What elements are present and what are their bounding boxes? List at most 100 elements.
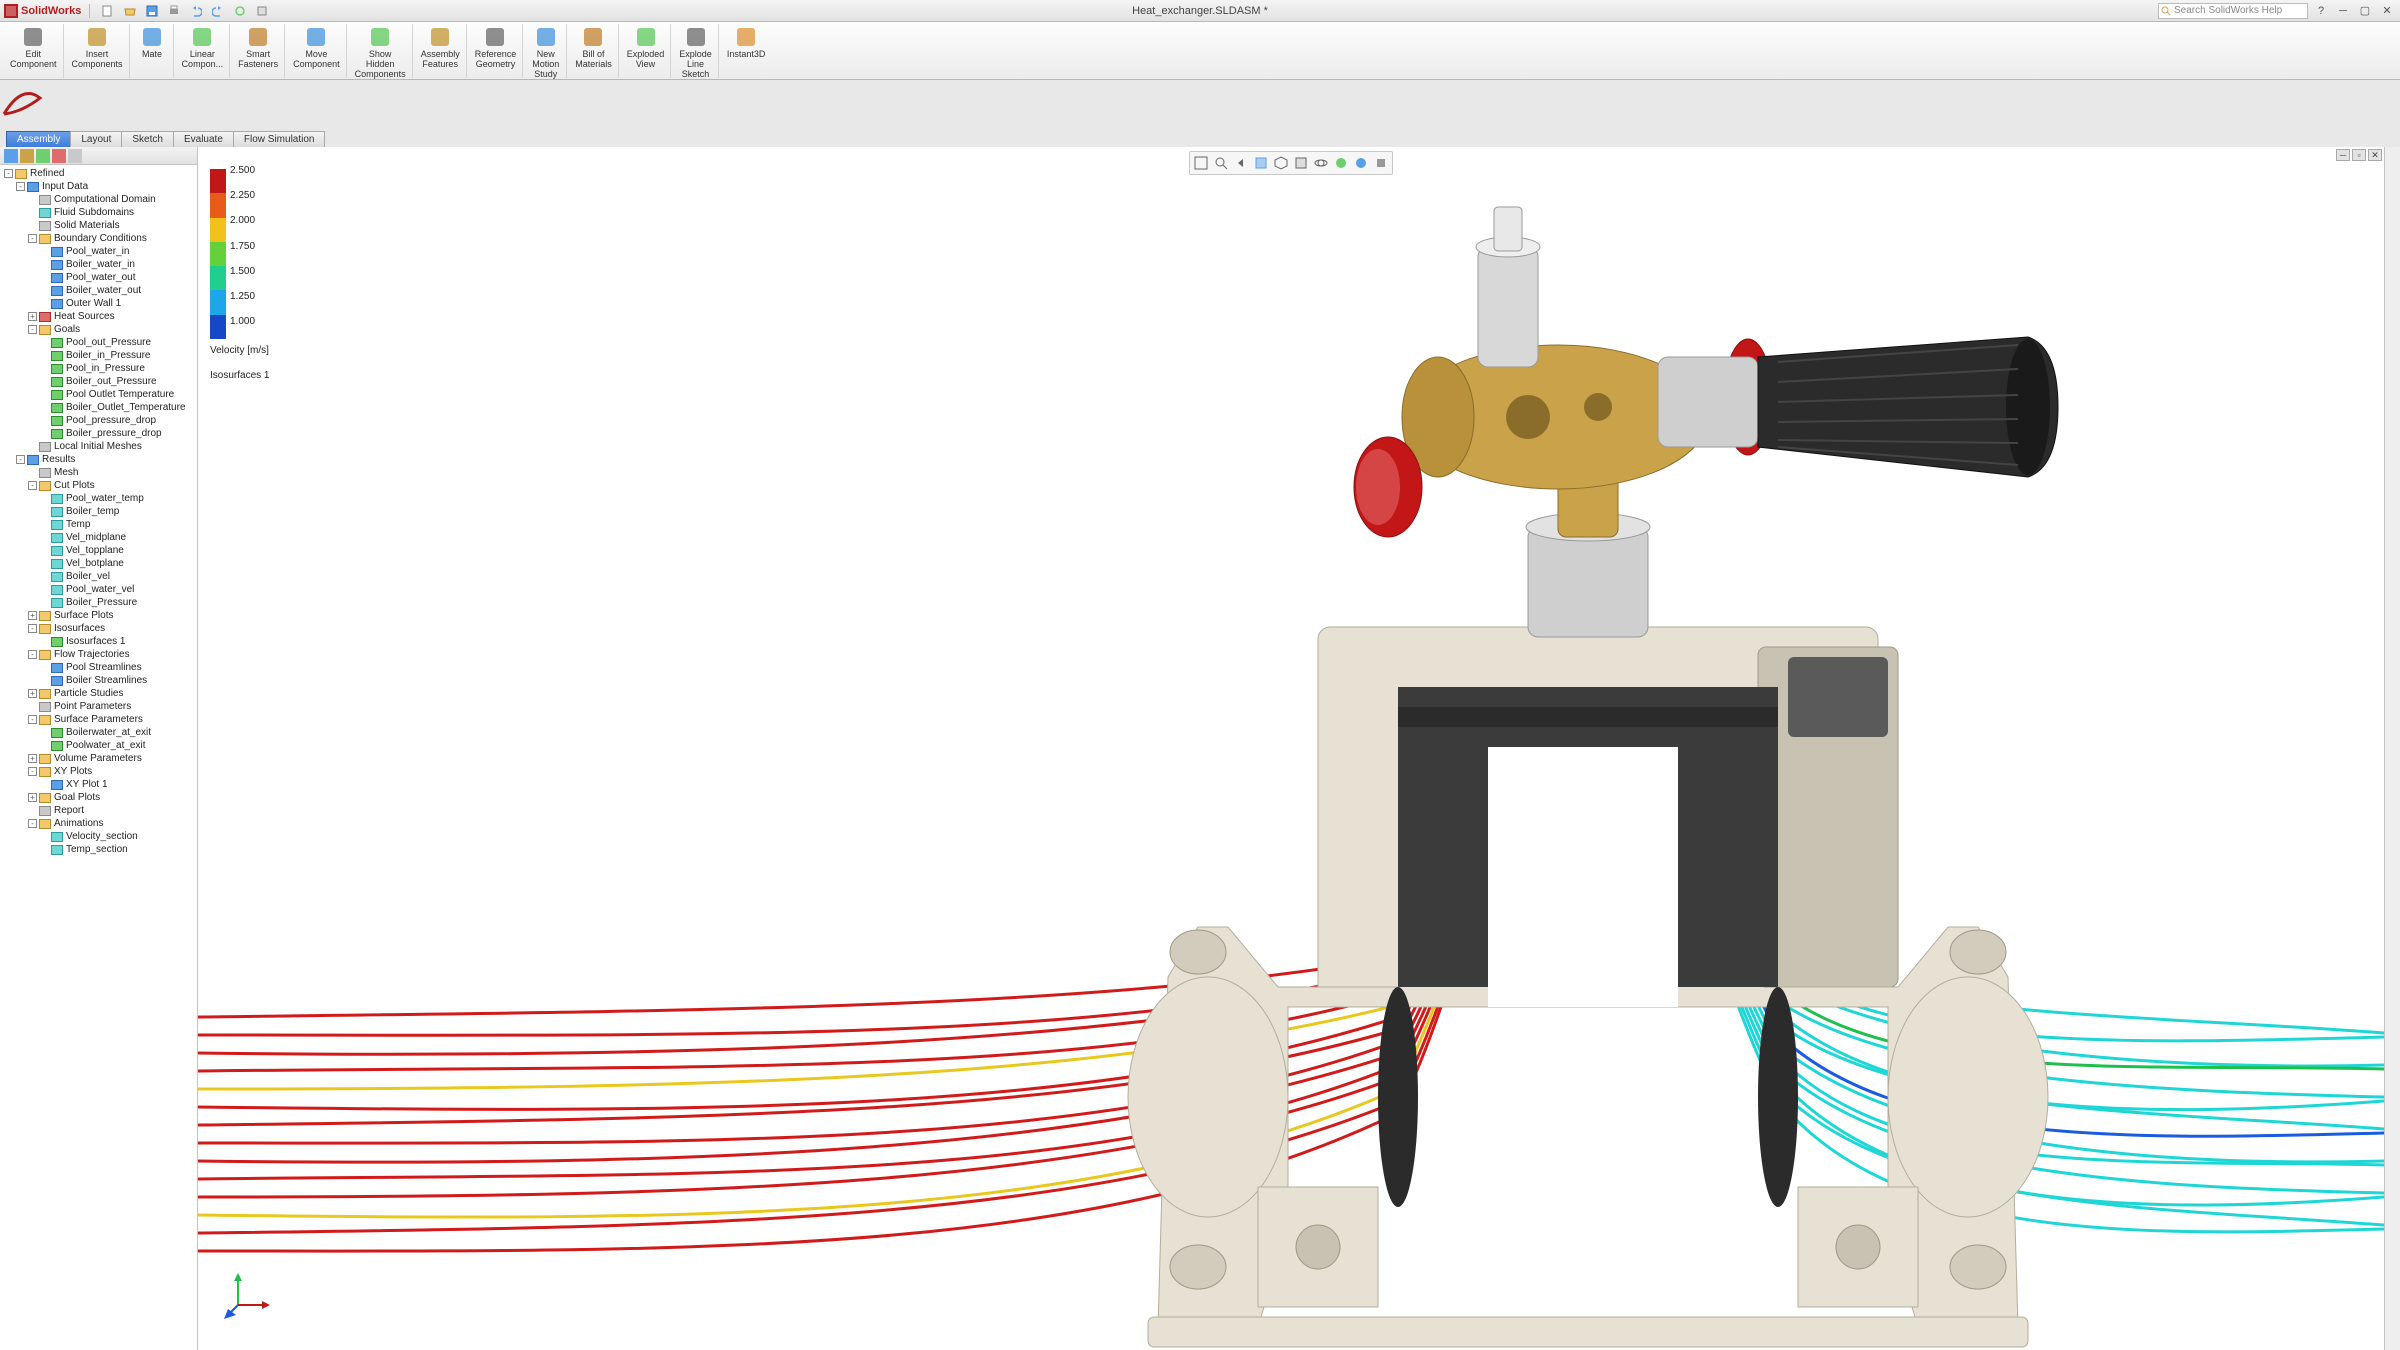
graphics-viewport[interactable]: ─ ▫ ✕ 2.5002.2502.0001.7501.5001.2501.00… — [198, 147, 2384, 1350]
tree-node[interactable]: Fluid Subdomains — [2, 206, 197, 219]
undo-button[interactable] — [188, 3, 204, 19]
rebuild-button[interactable] — [232, 3, 248, 19]
help-button[interactable]: ? — [2312, 4, 2330, 18]
tree-node[interactable]: Point Parameters — [2, 700, 197, 713]
tree-node[interactable]: Pool_water_out — [2, 271, 197, 284]
tab-flow-simulation[interactable]: Flow Simulation — [233, 131, 326, 147]
ribbon-reference-button[interactable]: Reference Geometry — [469, 24, 524, 78]
command-tab-strip: AssemblyLayoutSketchEvaluateFlow Simulat… — [0, 129, 2400, 147]
tree-node[interactable]: +Volume Parameters — [2, 752, 197, 765]
tree-node[interactable]: Temp — [2, 518, 197, 531]
tree-tab-display-icon[interactable] — [68, 149, 82, 163]
options-button[interactable] — [254, 3, 270, 19]
tree-node[interactable]: +Surface Plots — [2, 609, 197, 622]
tree-node[interactable]: -Results — [2, 453, 197, 466]
tree-node[interactable]: -Flow Trajectories — [2, 648, 197, 661]
tab-sketch[interactable]: Sketch — [121, 131, 174, 147]
tree-tab-featuremanager-icon[interactable] — [4, 149, 18, 163]
close-button[interactable]: ✕ — [2378, 4, 2396, 18]
tree-node[interactable]: Boiler_in_Pressure — [2, 349, 197, 362]
ribbon-instant3d-button[interactable]: Instant3D — [721, 24, 772, 78]
tree-node[interactable]: Pool_water_temp — [2, 492, 197, 505]
tree-node[interactable]: Boiler_Pressure — [2, 596, 197, 609]
ribbon-edit-button[interactable]: Edit Component — [4, 24, 64, 78]
document-title: Heat_exchanger.SLDASM * — [1132, 5, 1268, 17]
tree-node[interactable]: Outer Wall 1 — [2, 297, 197, 310]
redo-button[interactable] — [210, 3, 226, 19]
new-doc-button[interactable] — [100, 3, 116, 19]
ribbon-mate-button[interactable]: Mate — [132, 24, 174, 78]
app-name: SolidWorks — [21, 5, 81, 17]
tree-node[interactable]: +Particle Studies — [2, 687, 197, 700]
tree-node[interactable]: -Animations — [2, 817, 197, 830]
tree-node[interactable]: Boiler_water_out — [2, 284, 197, 297]
tree-node[interactable]: Pool_water_in — [2, 245, 197, 258]
tree-node[interactable]: -Surface Parameters — [2, 713, 197, 726]
tree-node[interactable]: +Goal Plots — [2, 791, 197, 804]
tab-evaluate[interactable]: Evaluate — [173, 131, 234, 147]
ribbon-assembly-button[interactable]: Assembly Features — [415, 24, 467, 78]
tree-node[interactable]: Report — [2, 804, 197, 817]
ribbon-insert-button[interactable]: Insert Components — [66, 24, 130, 78]
tree-node[interactable]: Boiler Streamlines — [2, 674, 197, 687]
tree-node[interactable]: Pool_pressure_drop — [2, 414, 197, 427]
tree-node[interactable]: Boiler_pressure_drop — [2, 427, 197, 440]
tree-node[interactable]: -Cut Plots — [2, 479, 197, 492]
tree-node[interactable]: Velocity_section — [2, 830, 197, 843]
tree-node[interactable]: Vel_topplane — [2, 544, 197, 557]
open-doc-button[interactable] — [122, 3, 138, 19]
tree-node[interactable]: Computational Domain — [2, 193, 197, 206]
maximize-button[interactable]: ▢ — [2356, 4, 2374, 18]
tree-node[interactable]: XY Plot 1 — [2, 778, 197, 791]
orientation-triad[interactable] — [224, 1271, 272, 1319]
tree-node[interactable]: -Goals — [2, 323, 197, 336]
ribbon-new-button[interactable]: New Motion Study — [525, 24, 567, 78]
tree-node[interactable]: -Refined — [2, 167, 197, 180]
tree-node[interactable]: -XY Plots — [2, 765, 197, 778]
task-pane-gutter[interactable] — [2384, 147, 2400, 1350]
tree-node[interactable]: Temp_section — [2, 843, 197, 856]
tree-node[interactable]: Boiler_Outlet_Temperature — [2, 401, 197, 414]
tab-layout[interactable]: Layout — [70, 131, 122, 147]
tree-node[interactable]: Vel_midplane — [2, 531, 197, 544]
tree-node[interactable]: Boiler_vel — [2, 570, 197, 583]
tree-node[interactable]: Pool_in_Pressure — [2, 362, 197, 375]
ribbon-smart-button[interactable]: Smart Fasteners — [232, 24, 285, 78]
command-ribbon: Edit ComponentInsert ComponentsMateLinea… — [0, 22, 2400, 80]
tree-node[interactable]: Solid Materials — [2, 219, 197, 232]
tree-node[interactable]: -Input Data — [2, 180, 197, 193]
feature-tree[interactable]: -Refined-Input DataComputational DomainF… — [0, 165, 197, 1350]
tree-node[interactable]: Pool_out_Pressure — [2, 336, 197, 349]
tree-tab-propertymanager-icon[interactable] — [20, 149, 34, 163]
print-button[interactable] — [166, 3, 182, 19]
tree-node[interactable]: -Boundary Conditions — [2, 232, 197, 245]
tree-node[interactable]: Boiler_temp — [2, 505, 197, 518]
tree-node[interactable]: Boilerwater_at_exit — [2, 726, 197, 739]
tree-node[interactable]: Boiler_water_in — [2, 258, 197, 271]
tree-node[interactable]: +Heat Sources — [2, 310, 197, 323]
tree-node[interactable]: Pool_water_vel — [2, 583, 197, 596]
tree-node[interactable]: Local Initial Meshes — [2, 440, 197, 453]
tree-tab-dimxpert-icon[interactable] — [52, 149, 66, 163]
model-render — [198, 147, 2384, 1350]
tree-node[interactable]: Poolwater_at_exit — [2, 739, 197, 752]
ribbon-move-button[interactable]: Move Component — [287, 24, 347, 78]
tree-tab-configmanager-icon[interactable] — [36, 149, 50, 163]
save-button[interactable] — [144, 3, 160, 19]
tree-node[interactable]: Isosurfaces 1 — [2, 635, 197, 648]
tree-node[interactable]: Pool Streamlines — [2, 661, 197, 674]
tree-node[interactable]: -Isosurfaces — [2, 622, 197, 635]
help-search[interactable]: Search SolidWorks Help — [2158, 3, 2308, 19]
solidworks-icon — [4, 4, 18, 18]
ribbon-show-button[interactable]: Show Hidden Components — [349, 24, 413, 78]
ribbon-linear-button[interactable]: Linear Compon... — [176, 24, 231, 78]
tab-assembly[interactable]: Assembly — [6, 131, 71, 147]
tree-node[interactable]: Mesh — [2, 466, 197, 479]
tree-node[interactable]: Boiler_out_Pressure — [2, 375, 197, 388]
tree-node[interactable]: Vel_botplane — [2, 557, 197, 570]
ribbon-exploded-button[interactable]: Exploded View — [621, 24, 672, 78]
ribbon-bill-of-button[interactable]: Bill of Materials — [569, 24, 619, 78]
minimize-button[interactable]: ─ — [2334, 4, 2352, 18]
tree-node[interactable]: Pool Outlet Temperature — [2, 388, 197, 401]
ribbon-explode-button[interactable]: Explode Line Sketch — [673, 24, 719, 78]
